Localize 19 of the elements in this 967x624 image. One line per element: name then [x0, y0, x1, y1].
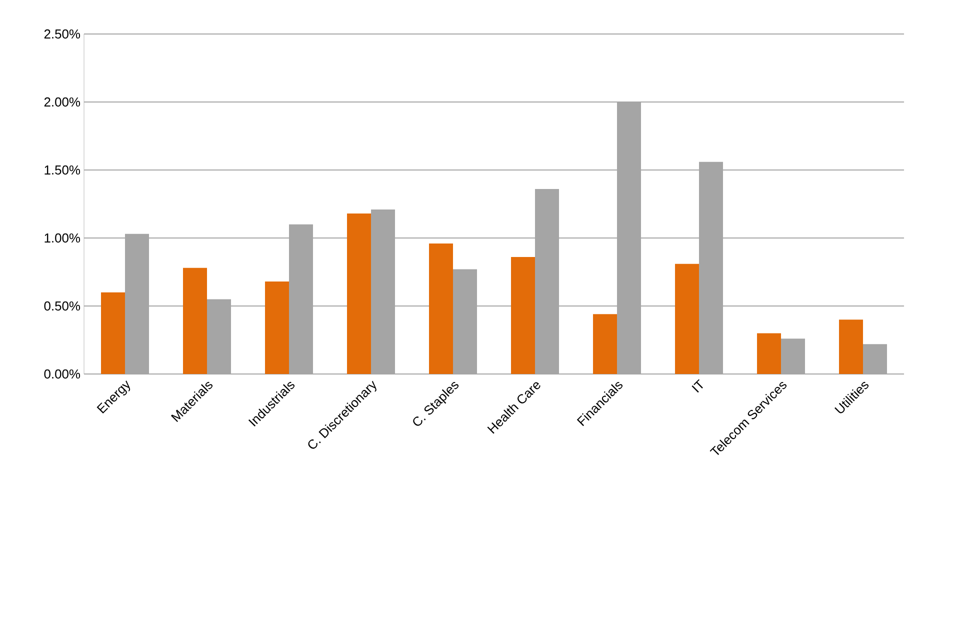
bar: [511, 257, 536, 374]
y-tick-label: 2.00%: [44, 97, 80, 107]
bar: [593, 314, 618, 374]
bar: [675, 264, 700, 374]
y-tick-label: 0.00%: [44, 369, 80, 379]
bar: [839, 320, 864, 374]
y-tick-label: 0.50%: [44, 301, 80, 311]
x-tick-label: IT: [692, 379, 703, 393]
bar: [757, 333, 782, 374]
bar: [429, 243, 454, 374]
bar: [781, 338, 806, 374]
bar: [101, 292, 125, 374]
y-tick-label: 1.00%: [44, 233, 80, 243]
bar: [347, 214, 372, 374]
bar: [183, 268, 207, 374]
bar: [265, 282, 290, 374]
y-tick-label: 2.50%: [44, 29, 80, 39]
bar: [863, 344, 888, 374]
y-tick-label: 1.50%: [44, 165, 80, 175]
